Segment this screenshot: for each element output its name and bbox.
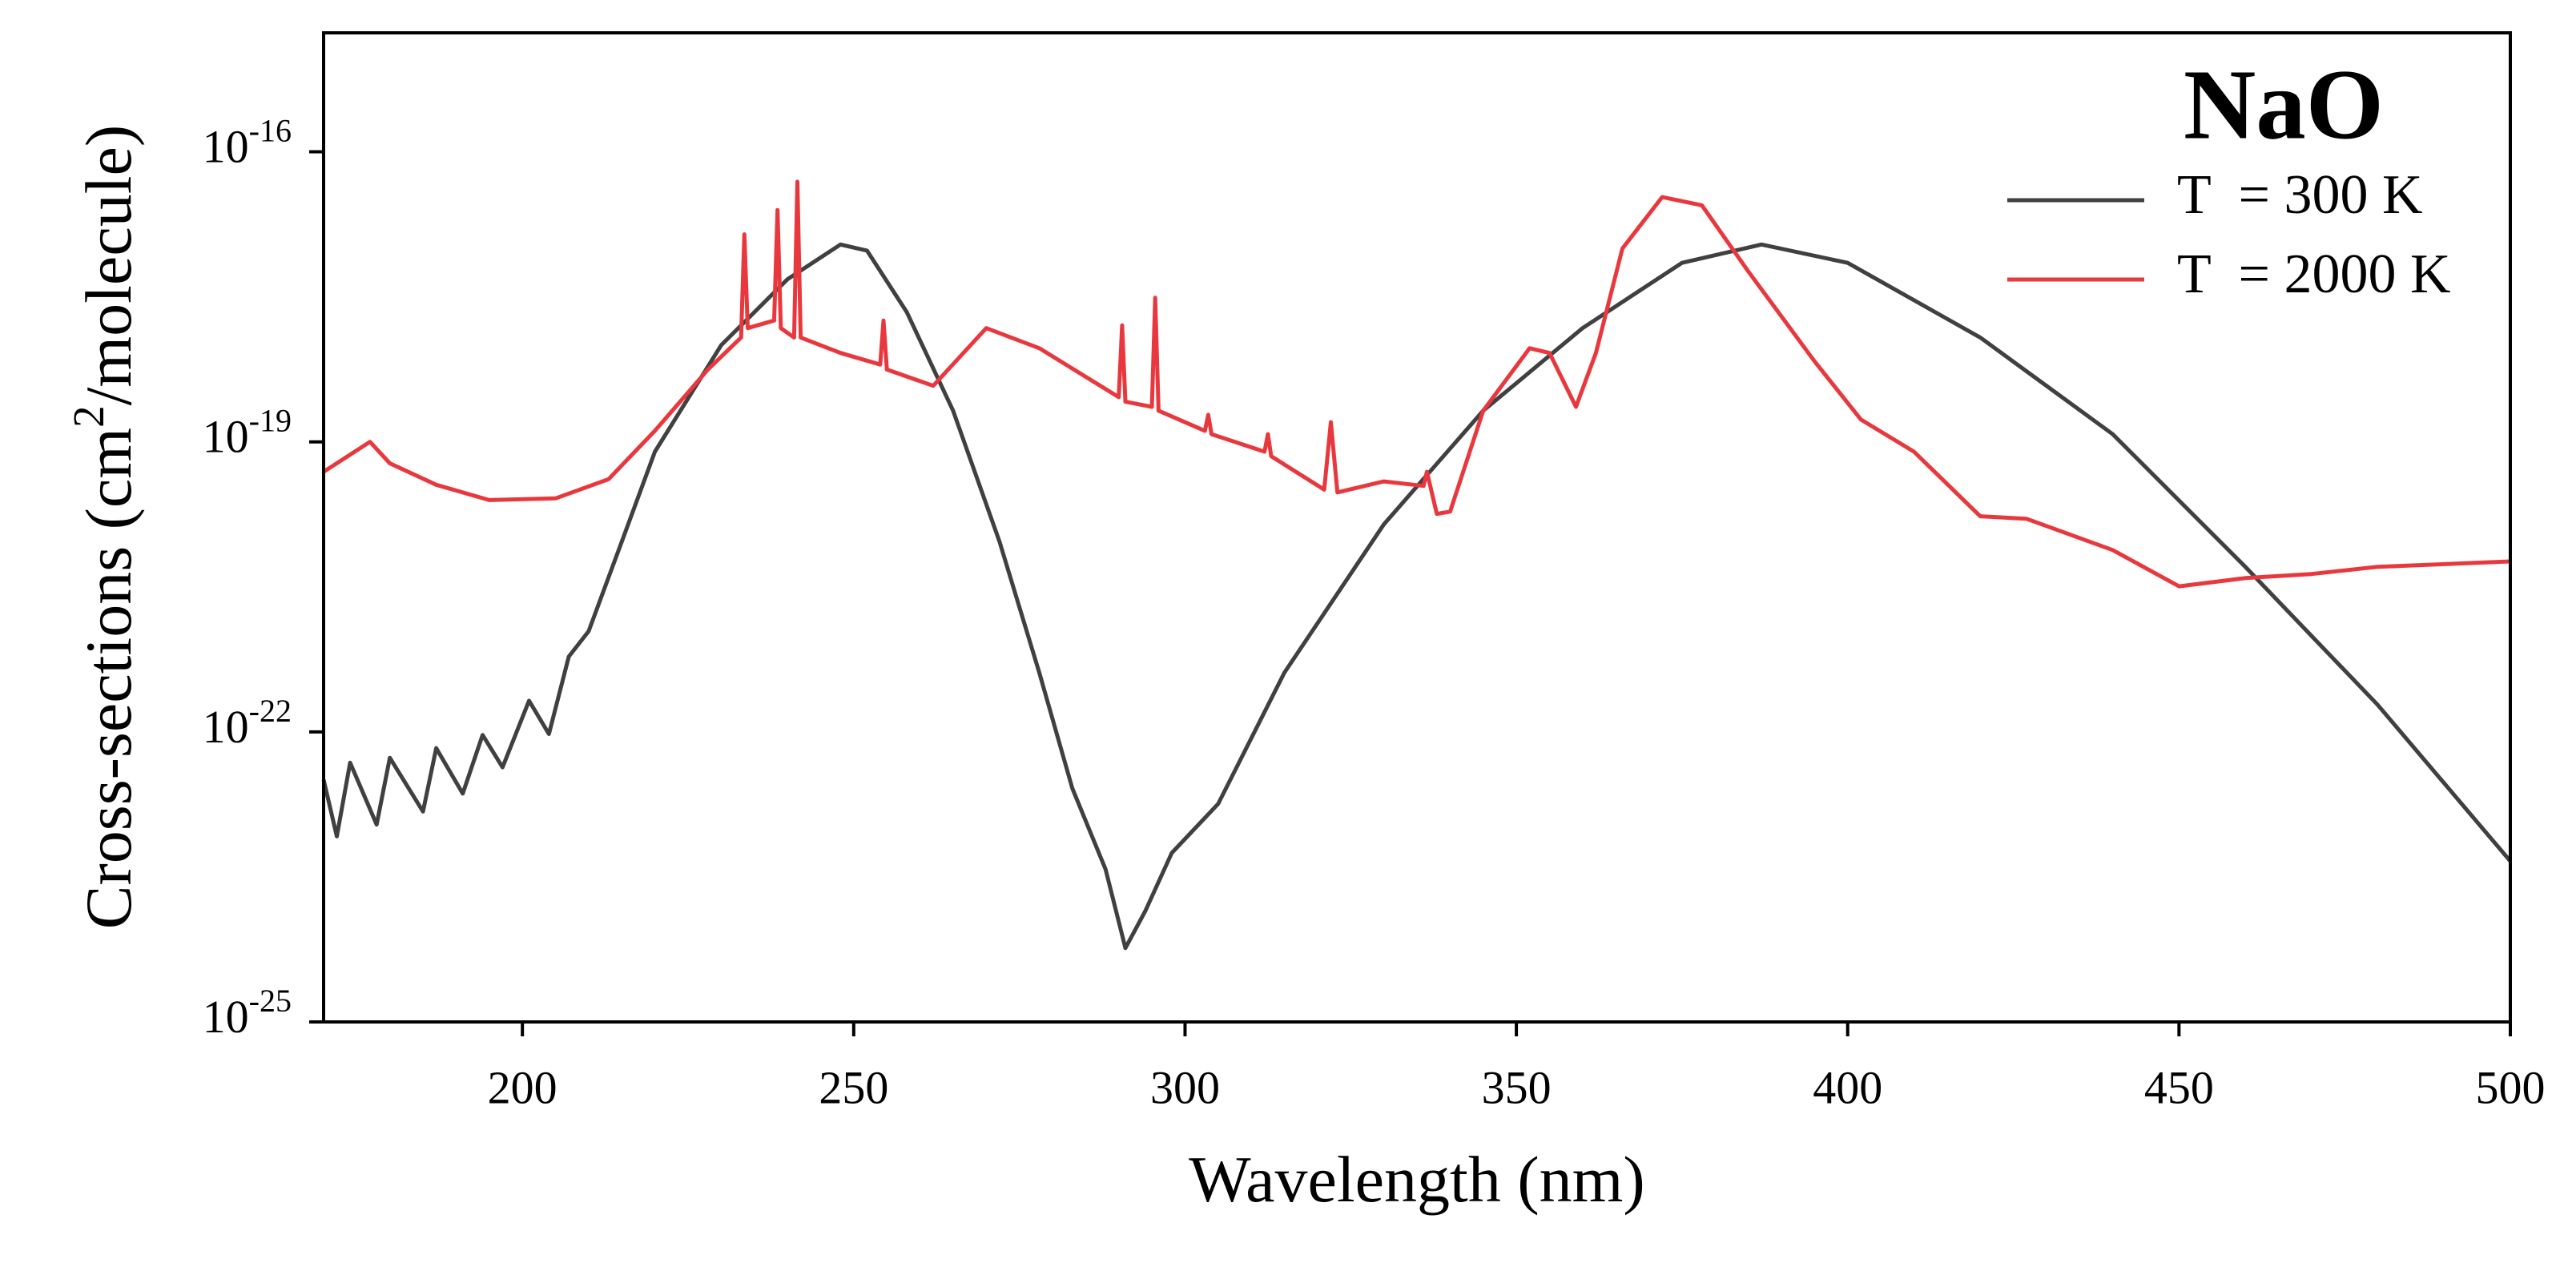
y-tick-base: 10: [203, 701, 249, 753]
x-tick-label: 450: [2144, 1061, 2214, 1113]
x-tick-label: 500: [2476, 1061, 2546, 1113]
x-tick-label: 250: [819, 1061, 888, 1113]
x-tick-label: 200: [488, 1061, 557, 1113]
y-tick-base: 10: [203, 411, 249, 463]
y-tick-base: 10: [203, 991, 249, 1043]
y-tick-exponent: -19: [249, 403, 292, 439]
y-tick-label: 10-22: [203, 693, 292, 753]
y-axis-label-sup: 2: [64, 405, 113, 428]
x-tick-label: 400: [1813, 1061, 1882, 1113]
y-tick-base: 10: [203, 121, 249, 173]
x-axis-label: Wavelength (nm): [1189, 1143, 1644, 1216]
y-axis-label-part: /molecule): [72, 125, 145, 406]
annotation: NaO: [2184, 50, 2384, 161]
y-tick-exponent: -22: [249, 693, 292, 729]
y-tick-label: 10-25: [203, 983, 292, 1043]
series-line: [321, 242, 2512, 951]
y-tick-label: 10-16: [203, 113, 292, 173]
y-tick-exponent: -16: [249, 113, 292, 149]
legend-label: T = 2000 K: [2177, 243, 2451, 305]
y-axis-label-part: Cross-sections (cm: [72, 428, 145, 929]
legend-label: T = 300 K: [2177, 164, 2423, 226]
y-axis-label: Cross-sections (cm2/molecule): [64, 125, 145, 929]
y-tick-exponent: -25: [249, 983, 292, 1019]
plot-frame: [322, 31, 2512, 1024]
x-tick-label: 350: [1482, 1061, 1552, 1113]
series-line: [322, 179, 2511, 589]
x-tick-label: 300: [1150, 1061, 1220, 1113]
y-tick-label: 10-19: [203, 403, 292, 463]
